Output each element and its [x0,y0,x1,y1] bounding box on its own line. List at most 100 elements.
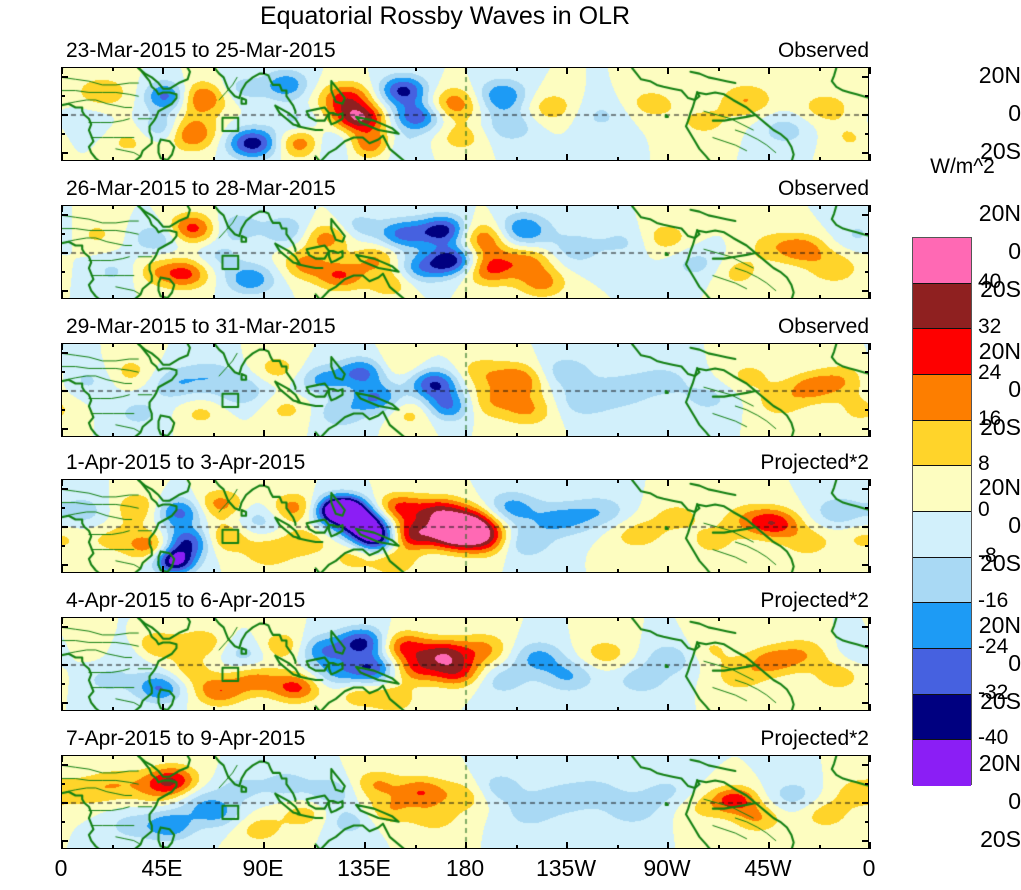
y-axis-tick [61,390,68,392]
y-axis-tick [865,133,869,135]
x-axis-tick [768,67,770,74]
x-axis-tick [213,157,215,161]
x-axis-tick [566,755,568,762]
x-axis-tick [61,430,63,437]
x-axis-tick [617,343,619,347]
x-axis-label: 135W [535,855,597,881]
x-axis-tick [112,569,114,573]
y-axis-tick [862,290,869,292]
colorbar-tick-label: -24 [978,635,1009,658]
x-axis-tick [112,479,114,483]
y-axis-tick [862,840,869,842]
olr-anomaly-field [62,756,868,848]
x-axis-tick [768,154,770,161]
x-axis-tick [364,842,366,849]
colorbar-segment [913,420,971,467]
x-axis-tick [263,67,265,74]
y-axis-label: 20S [980,413,1021,440]
x-axis-tick [819,433,821,437]
x-axis-tick [566,704,568,711]
y-axis-tick [862,114,869,116]
x-axis-tick [61,704,63,711]
x-axis-tick [617,295,619,299]
x-axis-tick [112,755,114,759]
x-axis-tick [465,566,467,573]
map-panel [61,617,869,711]
x-axis-tick [213,569,215,573]
x-axis-tick [869,617,871,624]
x-axis-tick [768,842,770,849]
y-axis-label: 0 [1008,650,1021,676]
x-axis-tick [314,205,316,209]
y-axis-tick [61,645,65,647]
x-axis-tick [768,617,770,624]
x-axis-tick [617,707,619,711]
x-axis-tick [162,755,164,762]
x-axis-tick [516,845,518,849]
x-axis-tick [718,845,720,849]
y-axis-tick [61,683,65,685]
y-axis-tick [61,664,68,666]
y-axis-tick [865,545,869,547]
y-axis-tick [61,95,65,97]
x-axis-tick [415,845,417,849]
x-axis-tick [415,617,417,621]
panel-date-label: 4-Apr-2015 to 6-Apr-2015 [66,589,306,612]
x-axis-tick [617,845,619,849]
y-axis-tick [865,371,869,373]
x-axis-label: 135E [337,855,391,881]
x-axis-tick [768,430,770,437]
y-axis-tick [61,764,68,766]
x-axis-tick [415,433,417,437]
olr-anomaly-field [62,68,868,160]
x-axis-tick [415,295,417,299]
x-axis-tick [718,205,720,209]
x-axis-tick [162,704,164,711]
x-axis-tick [61,67,63,74]
x-axis-tick [61,343,63,350]
y-axis-label: 20S [980,549,1021,576]
x-axis-tick [667,617,669,624]
x-axis-tick [566,343,568,350]
x-axis-tick [566,617,568,624]
x-axis-tick [869,343,871,350]
y-axis-label: 0 [1008,376,1021,402]
x-axis-tick [768,343,770,350]
x-axis-tick [415,707,417,711]
x-axis-tick [364,479,366,486]
x-axis-tick [415,205,417,209]
x-axis-tick [516,157,518,161]
x-axis-tick [566,67,568,74]
colorbar-tick-label: -8 [978,543,997,567]
x-axis-tick [819,479,821,483]
x-axis-tick [314,157,316,161]
y-axis-tick [61,428,68,430]
x-axis-tick [869,479,871,486]
x-axis-tick [415,755,417,759]
x-axis-tick [465,67,467,74]
x-axis-tick [213,295,215,299]
colorbar-tick-label: 0 [978,498,990,521]
x-axis-tick [112,707,114,711]
x-axis-tick [516,617,518,621]
y-axis-label: 0 [1008,100,1021,126]
y-axis-tick [61,840,68,842]
y-axis-label: 20N [978,338,1021,365]
map-panel [61,479,869,573]
colorbar-segment [913,648,971,695]
y-axis-label: 20N [978,612,1021,639]
y-axis-label: 20N [978,750,1021,777]
x-axis-tick [869,205,871,212]
x-axis-tick [112,617,114,621]
colorbar-tick-label: -16 [978,589,1009,613]
y-axis-label: 20N [978,474,1021,501]
x-axis-tick [718,433,720,437]
x-axis-tick [415,67,417,71]
x-axis-tick [364,755,366,762]
y-axis-tick [61,702,68,704]
x-axis-tick [516,569,518,573]
x-axis-tick [364,205,366,212]
x-axis-tick [869,154,871,161]
x-axis-tick [61,205,63,212]
panel-date-label: 7-Apr-2015 to 9-Apr-2015 [66,727,306,750]
